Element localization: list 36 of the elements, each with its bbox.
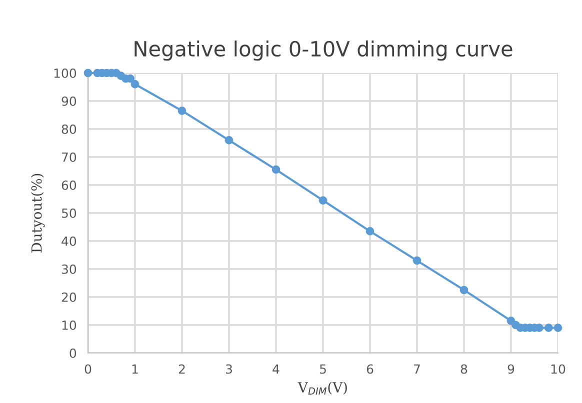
point <box>224 136 234 144</box>
x-tick-label: 9 <box>508 364 514 374</box>
y-tick-label: 100 <box>54 68 76 78</box>
x-tick-label: 10 <box>551 364 566 374</box>
point <box>366 227 374 236</box>
y-tick-label: 10 <box>62 320 76 330</box>
x-tick-label: 0 <box>84 364 92 374</box>
point <box>460 286 468 294</box>
y-tick-label: 90 <box>62 96 76 106</box>
point <box>130 80 140 88</box>
y-axis-title: Dutyout(%) <box>31 174 45 252</box>
x-tick-label: 8 <box>460 364 468 374</box>
y-tick-label: 30 <box>62 264 76 274</box>
x-axis-title: V$_{DIM}$(V) <box>298 382 347 395</box>
x-tick-label: 4 <box>272 364 280 374</box>
point <box>318 196 328 205</box>
x-tick-label: 5 <box>320 364 326 374</box>
y-tick-label: 20 <box>62 292 76 302</box>
y-tick-label: 70 <box>62 152 76 162</box>
y-tick-label: 50 <box>62 208 76 218</box>
y-tick-label: 60 <box>62 180 76 190</box>
x-tick-label: 2 <box>178 364 185 374</box>
point <box>178 106 186 115</box>
point <box>544 324 553 332</box>
point <box>272 165 280 174</box>
point <box>554 324 562 332</box>
y-tick-label: 40 <box>62 236 76 246</box>
x-tick-label: 6 <box>366 364 374 374</box>
y-tick-label: 80 <box>62 124 76 134</box>
point <box>84 68 92 78</box>
chart-title: Negative logic 0-10V dimming curve <box>134 40 512 61</box>
point <box>412 256 422 265</box>
x-tick-label: 7 <box>414 364 420 374</box>
x-tick-label: 1 <box>132 364 138 374</box>
x-tick-label: 3 <box>226 364 232 374</box>
y-tick-label: 0 <box>70 348 76 358</box>
